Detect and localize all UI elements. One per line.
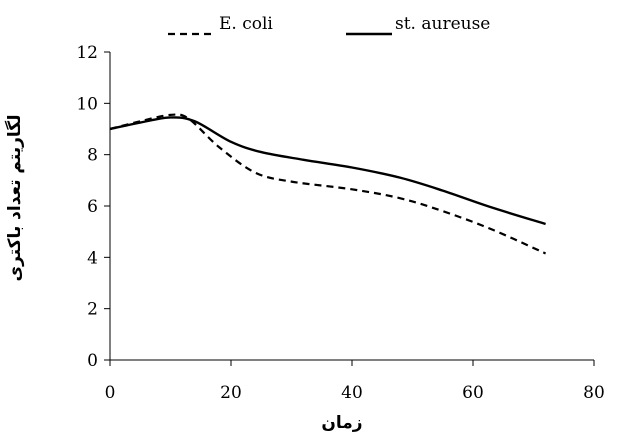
x-tick-label: 60	[462, 383, 484, 403]
y-tick-label: 2	[87, 300, 98, 320]
x-tick-label: 40	[341, 383, 363, 403]
y-tick-label: 10	[76, 94, 98, 114]
y-ticks: 0 2 4 6 8 10 12	[76, 43, 110, 371]
y-tick-label: 0	[87, 351, 98, 371]
legend: E. coli st. aureuse	[168, 14, 490, 36]
legend-label: E. coli	[219, 14, 273, 34]
x-tick-label: 20	[220, 383, 242, 403]
series-layer	[109, 113, 547, 255]
x-axis-title: زمان	[321, 413, 362, 433]
y-axis-title: لگاریتم تعداد باکتری	[4, 114, 25, 281]
y-tick-label: 8	[87, 146, 98, 166]
x-tick-label: 80	[583, 383, 605, 403]
y-tick-label: 12	[76, 43, 98, 63]
y-tick-label: 4	[87, 248, 98, 268]
series-line-st-aureuse	[109, 116, 546, 226]
legend-label: st. aureuse	[395, 14, 490, 34]
axes	[109, 52, 594, 361]
x-ticks: 0 20 40 60 80	[105, 360, 605, 403]
x-tick-label: 0	[105, 383, 116, 403]
y-tick-label: 6	[87, 197, 98, 217]
series-line-e-coli	[109, 113, 547, 255]
